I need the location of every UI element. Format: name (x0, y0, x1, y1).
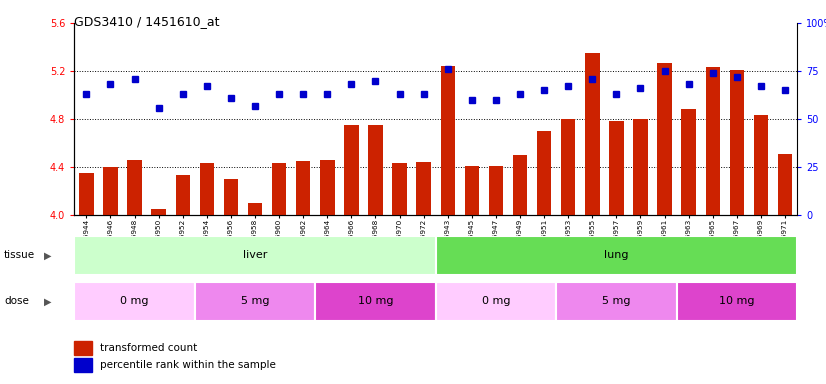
Bar (296, 161, 311, 215)
Bar (74, 236, 436, 275)
Bar (729, 70, 744, 215)
Bar (103, 167, 118, 215)
Text: 5 mg: 5 mg (240, 296, 269, 306)
Text: lung: lung (604, 250, 629, 260)
Bar (753, 116, 768, 215)
Text: 5 mg: 5 mg (602, 296, 631, 306)
Text: 0 mg: 0 mg (482, 296, 510, 306)
Bar (74, 341, 93, 355)
Text: ▶: ▶ (44, 296, 52, 306)
Bar (151, 209, 166, 215)
Bar (200, 164, 214, 215)
Bar (464, 166, 479, 215)
Bar (440, 66, 455, 215)
Text: transformed count: transformed count (100, 343, 197, 353)
Bar (513, 155, 527, 215)
Bar (537, 131, 551, 215)
Text: tissue: tissue (4, 250, 36, 260)
Text: 0 mg: 0 mg (121, 296, 149, 306)
Text: dose: dose (4, 296, 29, 306)
Bar (320, 160, 335, 215)
Bar (436, 282, 556, 321)
Bar (416, 162, 431, 215)
Bar (489, 166, 503, 215)
Text: 10 mg: 10 mg (719, 296, 755, 306)
Bar (634, 119, 648, 215)
Bar (224, 179, 238, 215)
Bar (585, 53, 600, 215)
Bar (705, 68, 720, 215)
Bar (676, 282, 797, 321)
Bar (74, 282, 195, 321)
Bar (778, 154, 792, 215)
Bar (127, 160, 142, 215)
Bar (556, 282, 676, 321)
Text: percentile rank within the sample: percentile rank within the sample (100, 360, 276, 370)
Bar (175, 175, 190, 215)
Bar (344, 125, 358, 215)
Bar (392, 164, 406, 215)
Bar (248, 203, 262, 215)
Bar (657, 63, 672, 215)
Bar (79, 173, 93, 215)
Text: 10 mg: 10 mg (358, 296, 393, 306)
Bar (272, 164, 287, 215)
Bar (316, 282, 436, 321)
Text: ▶: ▶ (44, 250, 52, 260)
Text: GDS3410 / 1451610_at: GDS3410 / 1451610_at (74, 15, 220, 28)
Bar (609, 121, 624, 215)
Bar (561, 119, 576, 215)
Bar (74, 358, 93, 372)
Bar (681, 109, 695, 215)
Bar (368, 125, 382, 215)
Bar (195, 282, 316, 321)
Bar (436, 236, 797, 275)
Text: liver: liver (243, 250, 268, 260)
